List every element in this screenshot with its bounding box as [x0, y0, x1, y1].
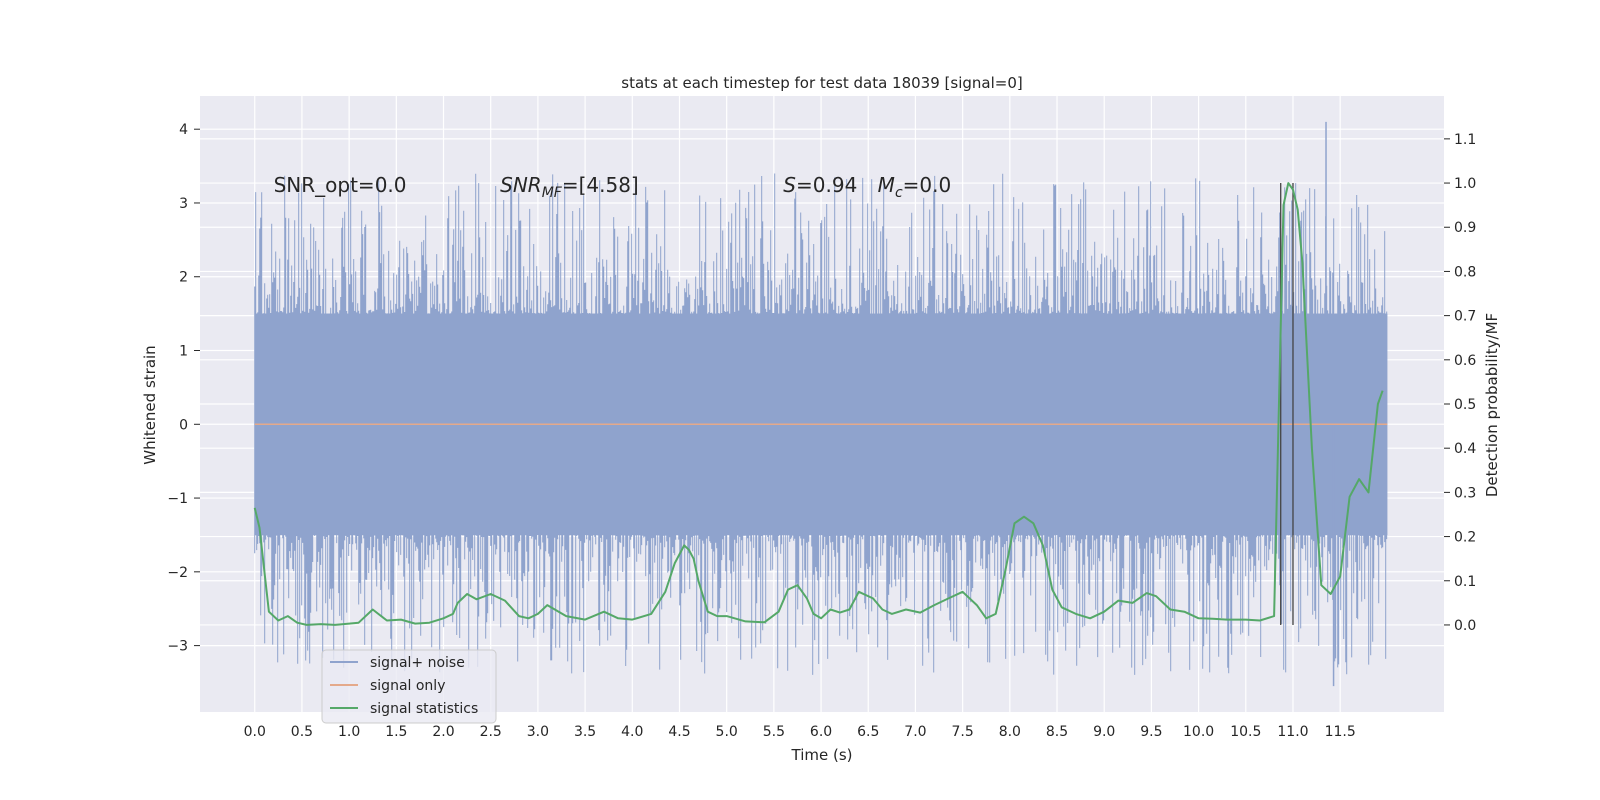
y2-tick-label: 1.0 — [1454, 176, 1476, 192]
x-tick-label: 11.5 — [1325, 724, 1356, 740]
y2-axis-label: Detection probability/MF — [1483, 313, 1501, 497]
legend: signal+ noise signal only signal statist… — [321, 649, 497, 724]
line-series — [253, 182, 1388, 626]
legend-label-signal-noise: signal+ noise — [370, 655, 465, 671]
y-tick-label: −2 — [167, 565, 188, 581]
annotation-snr-opt: SNR_opt=0.0 — [274, 173, 407, 197]
y-axis-label: Whitened strain — [141, 345, 159, 464]
legend-label-signal-statistics: signal statistics — [370, 701, 478, 717]
y-tick-label: 1 — [179, 344, 188, 360]
annotation-snr-mf: SNRMF=[4.58] — [500, 173, 639, 201]
legend-label-signal-only: signal only — [370, 678, 445, 694]
x-tick-label: 5.5 — [763, 724, 785, 740]
x-tick-label: 6.5 — [857, 724, 879, 740]
y-tick-label: 4 — [179, 122, 188, 138]
y2-tick-label: 0.4 — [1454, 441, 1476, 457]
y-tick-label: −1 — [167, 491, 188, 507]
x-tick-label: 2.5 — [480, 724, 502, 740]
y2-tick-label: 0.5 — [1454, 397, 1476, 413]
y-tick-label: 3 — [179, 196, 188, 212]
y-tick-label: −3 — [167, 639, 188, 655]
x-tick-label: 4.5 — [668, 724, 690, 740]
x-tick-label: 1.5 — [385, 724, 407, 740]
x-tick-label: 2.0 — [432, 724, 454, 740]
x-tick-label: 10.0 — [1183, 724, 1214, 740]
x-tick-label: 0.5 — [291, 724, 313, 740]
x-tick-label: 6.0 — [810, 724, 832, 740]
y-tick-label: 0 — [179, 417, 188, 433]
signal-statistics-line — [253, 182, 1384, 626]
x-tick-label: 8.5 — [1046, 724, 1068, 740]
x-axis-label: Time (s) — [791, 746, 853, 764]
y2-tick-label: 0.2 — [1454, 530, 1476, 546]
y2-tick-label: 0.1 — [1454, 574, 1476, 590]
x-tick-label: 4.0 — [621, 724, 643, 740]
x-tick-label: 3.0 — [527, 724, 549, 740]
y-tick-label: 2 — [179, 270, 188, 286]
x-tick-label: 7.5 — [952, 724, 974, 740]
y2-tick-label: 1.1 — [1454, 132, 1476, 148]
x-tick-label: 9.0 — [1093, 724, 1115, 740]
x-tick-label: 0.0 — [244, 724, 266, 740]
y2-tick-label: 0.3 — [1454, 485, 1476, 501]
x-tick-label: 8.0 — [999, 724, 1021, 740]
y2-tick-label: 0.0 — [1454, 618, 1476, 634]
x-tick-label: 5.0 — [716, 724, 738, 740]
annotation-mc-val: Mc=0.0 — [878, 173, 952, 201]
x-tick-label: 7.0 — [904, 724, 926, 740]
chart-title: stats at each timestep for test data 180… — [621, 74, 1022, 92]
y2-tick-label: 0.8 — [1454, 264, 1476, 280]
y2-tick-label: 0.9 — [1454, 220, 1476, 236]
y2-tick-label: 0.7 — [1454, 309, 1476, 325]
annotation-s-val: S=0.94 — [783, 173, 857, 197]
x-tick-label: 1.0 — [338, 724, 360, 740]
y2-tick-label: 0.6 — [1454, 353, 1476, 369]
x-tick-label: 3.5 — [574, 724, 596, 740]
legend-box — [321, 649, 497, 724]
x-tick-label: 9.5 — [1140, 724, 1162, 740]
x-tick-label: 11.0 — [1277, 724, 1308, 740]
x-tick-label: 10.5 — [1230, 724, 1261, 740]
axis-ticks: 0.0 0.5 1.0 1.5 2.0 2.5 3.0 3.5 4.0 4.5 5.0 5.5 6.0 6… — [167, 122, 1476, 740]
annotations: SNR_opt=0.0 SNRMF=[4.58] S=0.94 Mc=0.0 — [274, 173, 952, 201]
